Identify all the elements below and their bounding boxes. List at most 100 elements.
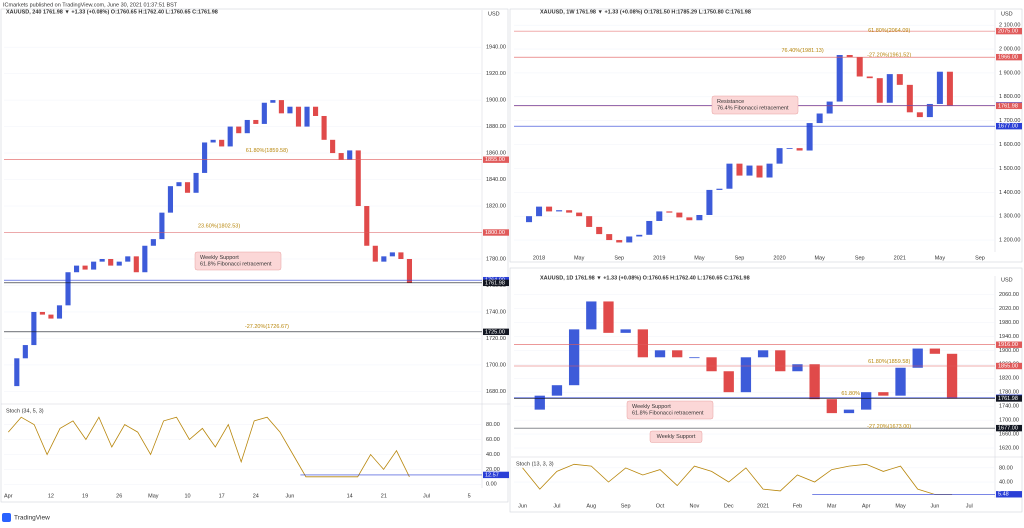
candle — [202, 142, 208, 173]
candle — [896, 74, 903, 85]
candle — [347, 150, 353, 160]
y-tick-label: 1700.00 — [999, 418, 1019, 424]
price-box-label: 1966.00 — [998, 55, 1018, 61]
price-box — [483, 328, 509, 336]
candle — [381, 256, 387, 262]
candle — [133, 256, 139, 273]
price-box-label: 2075.00 — [998, 29, 1018, 35]
price-box-label: 1761.98 — [998, 396, 1018, 402]
y-tick-label: 1820.00 — [486, 203, 506, 209]
candle — [295, 106, 302, 127]
annotation-text: Weekly Support — [200, 255, 239, 261]
price-box-label: 1677.00 — [998, 124, 1018, 130]
currency: USD — [1001, 11, 1013, 17]
candle — [736, 163, 743, 176]
candle — [936, 71, 943, 104]
x-tick-label: Nov — [689, 503, 699, 509]
candle — [338, 153, 344, 160]
x-tick-label: Mar — [827, 503, 837, 509]
price-box — [996, 491, 1022, 498]
candle — [586, 216, 593, 227]
panel-frame — [0, 8, 509, 503]
y-tick-label: 2060.00 — [999, 292, 1019, 298]
x-tick-label: 24 — [253, 493, 259, 499]
candle — [142, 245, 148, 273]
y-tick-label: 1 700.00 — [999, 118, 1020, 124]
x-tick-label: 14 — [347, 493, 353, 499]
fib-label: 61.80%(2064.09) — [868, 28, 910, 34]
price-box-label: 1761.98 — [998, 103, 1018, 109]
fib-label: 61.80% — [841, 391, 860, 397]
candle — [31, 311, 37, 346]
candle — [568, 329, 580, 386]
candle — [312, 106, 319, 116]
x-tick-label: Sep — [621, 503, 631, 509]
y-tick-label: 1840.00 — [486, 177, 506, 183]
candle — [806, 123, 813, 151]
candle — [606, 234, 613, 241]
candle — [167, 186, 174, 213]
x-tick-label: 2021 — [757, 503, 769, 509]
candle — [219, 139, 225, 147]
y-tick-label: 1980.00 — [999, 320, 1019, 326]
candle — [689, 357, 700, 359]
candle — [304, 106, 310, 127]
annotation-box — [649, 430, 703, 443]
x-tick-label: Apr — [4, 493, 13, 499]
candle — [792, 364, 803, 372]
y-tick-label: 1620.00 — [999, 445, 1019, 451]
candle — [676, 212, 683, 218]
x-tick-label: 21 — [381, 493, 387, 499]
y-tick-label: 1 400.00 — [999, 190, 1020, 196]
candle — [108, 258, 114, 266]
y-tick-label: 1820.00 — [999, 376, 1019, 382]
annotation-text: 61.8% Fibonacci retracement — [200, 261, 272, 267]
candle — [775, 350, 786, 372]
x-tick-label: Apr — [862, 503, 871, 509]
candle — [886, 74, 893, 103]
header: ICmarkets published on TradingView.com, … — [3, 2, 178, 8]
price-box — [996, 102, 1022, 110]
y-tick-label: 1900.00 — [999, 348, 1019, 354]
y-tick-label: 1860.00 — [486, 151, 506, 157]
candle — [646, 220, 653, 235]
candle — [876, 78, 883, 103]
price-box — [996, 122, 1022, 130]
candle — [826, 101, 833, 114]
fib-label: -27.20%(1961.52) — [867, 53, 911, 59]
candle — [125, 256, 131, 262]
x-tick-label: Sep — [614, 255, 624, 261]
candle — [878, 392, 889, 396]
candle — [14, 358, 20, 387]
candle — [73, 265, 80, 273]
candle — [926, 103, 933, 118]
price-box-label: 12.57 — [485, 472, 499, 478]
indicator-title: Stoch (34, 5, 3) — [6, 408, 44, 414]
price-box — [483, 279, 509, 287]
panel-frame — [509, 8, 1023, 263]
price-box-label: 1800.00 — [485, 230, 505, 236]
candle — [184, 182, 191, 193]
candle — [406, 258, 413, 283]
price-box — [483, 156, 509, 163]
x-tick-label: May — [574, 255, 585, 261]
candle — [776, 148, 783, 164]
candle — [796, 148, 803, 151]
annotation-text: Weekly Support — [632, 404, 671, 410]
y-tick-label: 1780.00 — [486, 256, 506, 262]
x-tick-label: 17 — [219, 493, 225, 499]
y-tick-label: 1 200.00 — [999, 238, 1020, 244]
candle — [99, 258, 105, 262]
y-tick-label: 80.00 — [999, 465, 1013, 471]
candle — [236, 126, 242, 134]
candle — [39, 311, 45, 315]
x-tick-label: 10 — [184, 493, 190, 499]
candle — [210, 139, 216, 143]
candle — [534, 395, 545, 410]
y-tick-label: 2 100.00 — [999, 23, 1020, 29]
candle — [566, 210, 573, 213]
price-box — [996, 27, 1022, 35]
candle — [895, 367, 906, 396]
x-tick-label: 2019 — [653, 255, 665, 261]
